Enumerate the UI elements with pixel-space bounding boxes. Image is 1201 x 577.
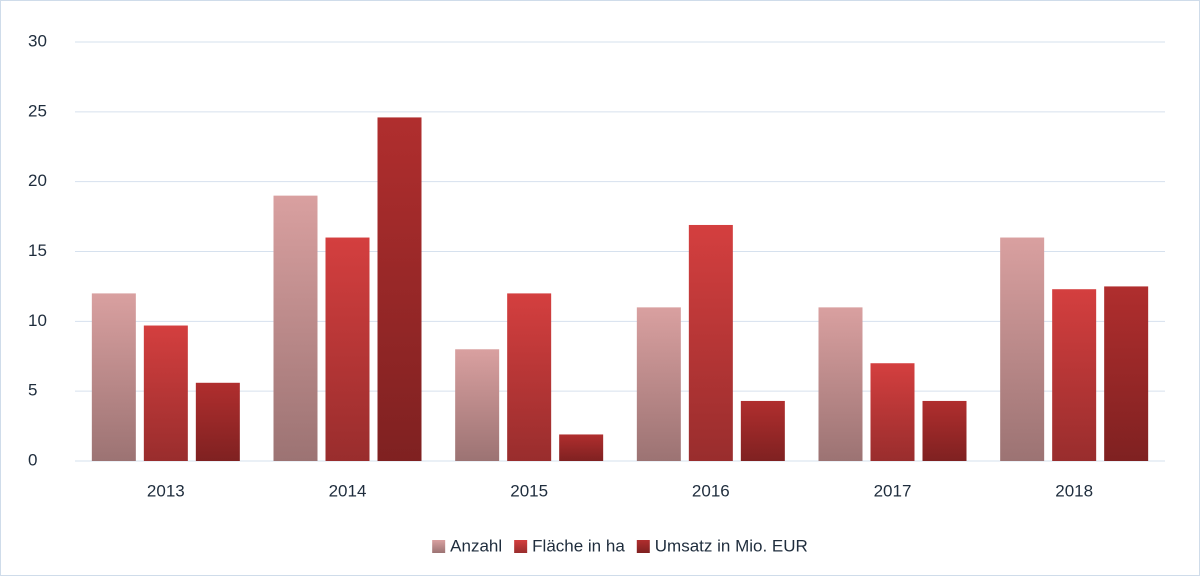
y-tick-label: 15 <box>28 241 47 260</box>
legend-label: Anzahl <box>450 536 502 555</box>
bar <box>922 400 967 461</box>
bar <box>559 434 604 461</box>
bar <box>273 195 318 461</box>
bar <box>91 293 136 461</box>
y-tick-label: 30 <box>28 31 47 50</box>
x-tick-label: 2014 <box>329 481 367 500</box>
x-tick-label: 2013 <box>147 481 185 500</box>
bar <box>636 307 681 461</box>
bar <box>325 237 370 461</box>
legend-label: Umsatz in Mio. EUR <box>655 536 808 555</box>
y-tick-label: 10 <box>28 311 47 330</box>
bar <box>507 293 552 461</box>
y-tick-label: 25 <box>28 101 47 120</box>
x-tick-label: 2017 <box>874 481 912 500</box>
y-tick-label: 0 <box>28 450 37 469</box>
bar <box>688 224 733 461</box>
legend-swatch <box>636 540 650 553</box>
bar <box>740 400 785 461</box>
x-tick-label: 2016 <box>692 481 730 500</box>
bar <box>195 382 240 461</box>
legend-swatch <box>432 540 446 553</box>
y-tick-label: 5 <box>28 381 37 400</box>
bar <box>1052 289 1097 461</box>
bar <box>1000 237 1045 461</box>
legend-swatch <box>514 540 528 553</box>
legend-label: Fläche in ha <box>532 536 625 555</box>
bar <box>377 117 422 462</box>
bar <box>143 325 188 461</box>
x-tick-label: 2018 <box>1055 481 1093 500</box>
bar <box>818 307 863 461</box>
bar <box>870 363 915 461</box>
bar <box>1104 286 1149 461</box>
x-tick-label: 2015 <box>510 481 548 500</box>
y-tick-label: 20 <box>28 171 47 190</box>
bar <box>455 349 500 461</box>
